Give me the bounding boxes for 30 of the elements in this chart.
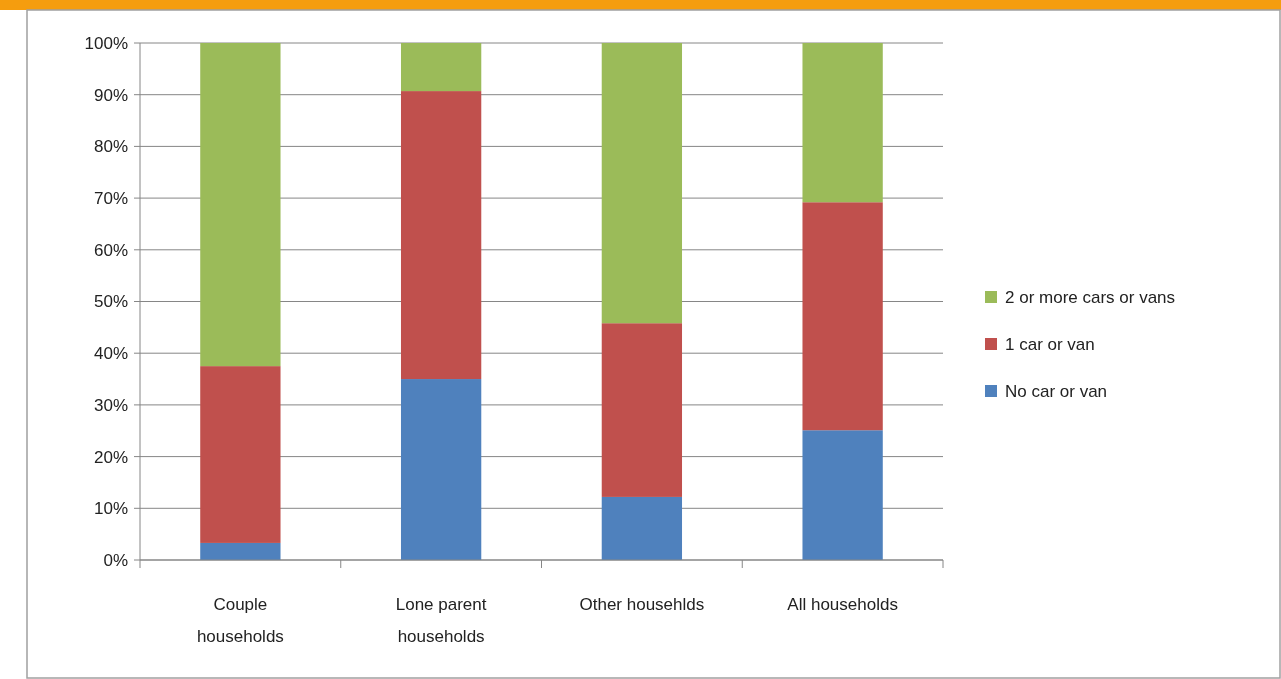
legend-label: 2 or more cars or vans <box>1005 287 1176 307</box>
bar <box>802 202 883 431</box>
y-tick-label: 60% <box>93 240 128 260</box>
x-tick-label: Lone parent households <box>395 595 487 646</box>
bar <box>200 542 281 560</box>
bar <box>400 43 482 92</box>
bar <box>802 430 883 560</box>
bar <box>400 91 482 380</box>
bar <box>200 366 281 543</box>
bar <box>802 43 883 203</box>
y-tick-label: 70% <box>93 189 128 209</box>
y-tick-label: 10% <box>93 499 128 519</box>
bar <box>601 43 683 324</box>
y-tick-label: 50% <box>93 292 128 312</box>
y-tick-label: 0% <box>103 550 128 570</box>
y-tick-label: 40% <box>93 344 128 364</box>
y-tick-label: 30% <box>93 395 128 415</box>
y-tick-label: 80% <box>93 137 128 157</box>
legend-label: No car or van <box>1005 381 1108 401</box>
bar <box>601 496 683 560</box>
x-tick-label: Other househlds <box>579 595 705 614</box>
x-tick-label: Couple households <box>196 595 284 646</box>
legend-label: 1 car or van <box>1005 334 1095 354</box>
y-tick-label: 20% <box>93 447 128 467</box>
bar <box>400 379 482 560</box>
y-tick-label: 90% <box>93 85 128 105</box>
bar <box>200 43 281 367</box>
x-tick-label: All households <box>787 595 898 614</box>
y-tick-label: 100% <box>84 33 128 53</box>
bar <box>601 323 683 497</box>
